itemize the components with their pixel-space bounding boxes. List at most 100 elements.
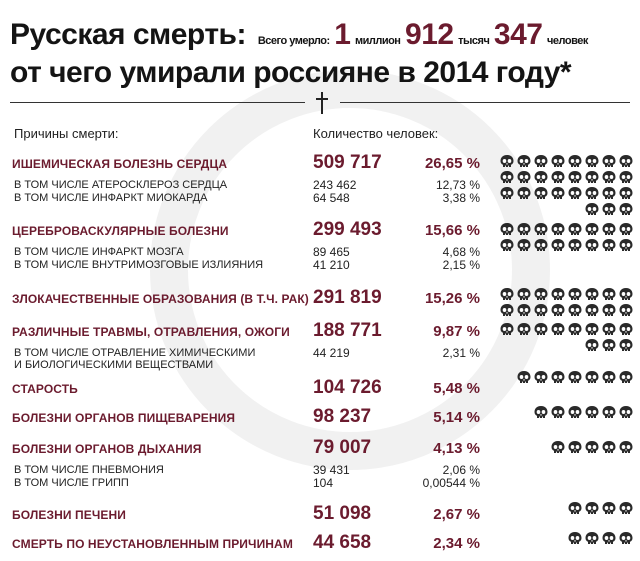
sub-cause-label: В ТОМ ЧИСЛЕ ВНУТРИМОЗГОВЫЕ ИЗЛИЯНИЯ <box>14 259 264 271</box>
skull-icon <box>499 170 515 185</box>
sub-cause-percent: 12,73 % <box>435 178 480 192</box>
skull-group <box>498 154 634 217</box>
sub-cause-count: 89 465 <box>313 245 350 259</box>
cause-count: 104 726 <box>313 377 382 398</box>
skull-icon <box>516 370 532 385</box>
skull-icon <box>584 440 600 455</box>
skull-icon <box>618 322 634 337</box>
skull-icon <box>516 222 532 237</box>
skull-icon <box>601 238 617 253</box>
skull-icon <box>618 440 634 455</box>
cause-label: ЗЛОКАЧЕСТВЕННЫЕ ОБРАЗОВАНИЯ (В Т.Ч. РАК) <box>12 292 309 306</box>
skull-icon <box>618 170 634 185</box>
skull-group <box>498 531 634 546</box>
skull-icon <box>601 531 617 546</box>
skull-icon <box>618 303 634 318</box>
skull-icon <box>567 370 583 385</box>
skull-icon <box>567 154 583 169</box>
millions-word: миллион <box>354 35 401 47</box>
skull-icon <box>567 186 583 201</box>
skull-icon <box>533 154 549 169</box>
skull-icon <box>601 501 617 516</box>
skull-icon <box>550 405 566 420</box>
skull-icon <box>618 287 634 302</box>
skull-group <box>498 501 634 516</box>
total-thousands: 912 <box>405 18 454 51</box>
cross-icon <box>316 92 328 114</box>
sub-cause-percent: 0,00544 % <box>422 476 480 490</box>
cause-label: ИШЕМИЧЕСКАЯ БОЛЕЗНЬ СЕРДЦА <box>12 157 228 171</box>
skull-icon <box>567 303 583 318</box>
skull-icon <box>516 322 532 337</box>
skull-icon <box>584 186 600 201</box>
sub-cause-count: 41 210 <box>313 258 350 272</box>
skull-icon <box>533 222 549 237</box>
skull-icon <box>516 170 532 185</box>
cause-label: БОЛЕЗНИ ОРГАНОВ ПИЩЕВАРЕНИЯ <box>12 411 236 425</box>
skull-icon <box>550 222 566 237</box>
skull-icon <box>601 287 617 302</box>
cause-label: РАЗЛИЧНЫЕ ТРАВМЫ, ОТРАВЛЕНИЯ, ОЖОГИ <box>12 325 290 339</box>
skull-icon <box>516 238 532 253</box>
skull-icon <box>584 238 600 253</box>
skull-icon <box>550 154 566 169</box>
skull-icon <box>499 322 515 337</box>
sub-cause-percent: 4,68 % <box>442 245 480 259</box>
sub-cause-label: В ТОМ ЧИСЛЕ ИНФАРКТ МОЗГА <box>14 246 184 258</box>
skull-icon <box>499 186 515 201</box>
sub-cause-count: 39 431 <box>313 463 350 477</box>
skull-icon <box>601 202 617 217</box>
skull-icon <box>567 238 583 253</box>
skull-icon <box>550 186 566 201</box>
units-word: человек <box>547 35 588 47</box>
skull-icon <box>618 186 634 201</box>
skull-icon <box>584 322 600 337</box>
skull-icon <box>550 238 566 253</box>
skull-icon <box>567 405 583 420</box>
cause-label: БОЛЕЗНИ ОРГАНОВ ДЫХАНИЯ <box>12 442 202 456</box>
skull-icon <box>618 202 634 217</box>
skull-icon <box>618 501 634 516</box>
skull-icon <box>601 322 617 337</box>
cause-label: СТАРОСТЬ <box>12 382 78 396</box>
skull-icon <box>533 303 549 318</box>
skull-icon <box>601 370 617 385</box>
sub-cause-label: В ТОМ ЧИСЛЕ ИНФАРКТ МИОКАРДА <box>14 192 208 204</box>
cause-count: 188 771 <box>313 320 382 341</box>
cause-percent: 26,65 % <box>424 155 480 172</box>
skull-icon <box>516 154 532 169</box>
causes-column-header: Причины смерти: <box>14 126 119 141</box>
cause-label: БОЛЕЗНИ ПЕЧЕНИ <box>12 508 126 522</box>
cause-count: 291 819 <box>313 287 382 308</box>
skull-icon <box>584 222 600 237</box>
total-label: Всего умерло: <box>257 35 330 47</box>
sub-cause-percent: 2,06 % <box>442 463 480 477</box>
total-deaths: Всего умерло: 1 миллион 912 тысяч 347 че… <box>257 18 589 51</box>
skull-icon <box>567 501 583 516</box>
skull-icon <box>601 222 617 237</box>
skull-icon <box>584 338 600 353</box>
page-title-line2: от чего умирали россияне в 2014 году* <box>10 56 572 89</box>
cause-count: 51 098 <box>313 503 372 524</box>
sub-cause-percent: 3,38 % <box>442 191 480 205</box>
skull-icon <box>601 405 617 420</box>
sub-cause-count: 44 219 <box>313 346 350 360</box>
cause-count: 509 717 <box>313 152 382 173</box>
skull-icon <box>618 405 634 420</box>
thousands-word: тысяч <box>458 35 490 47</box>
cause-percent: 9,87 % <box>433 323 480 340</box>
header-divider-left <box>10 102 305 103</box>
skull-icon <box>584 170 600 185</box>
total-units: 347 <box>493 18 543 51</box>
cause-count: 299 493 <box>313 219 382 240</box>
skull-icon <box>618 338 634 353</box>
total-millions: 1 <box>334 18 351 51</box>
skull-icon <box>601 154 617 169</box>
cause-count: 98 237 <box>313 406 372 427</box>
cause-label: СМЕРТЬ ПО НЕУСТАНОВЛЕННЫМ ПРИЧИНАМ <box>12 537 293 551</box>
skull-group <box>498 222 634 253</box>
skull-icon <box>567 222 583 237</box>
skull-icon <box>533 186 549 201</box>
skull-icon <box>567 440 583 455</box>
cause-percent: 2,34 % <box>433 535 480 552</box>
